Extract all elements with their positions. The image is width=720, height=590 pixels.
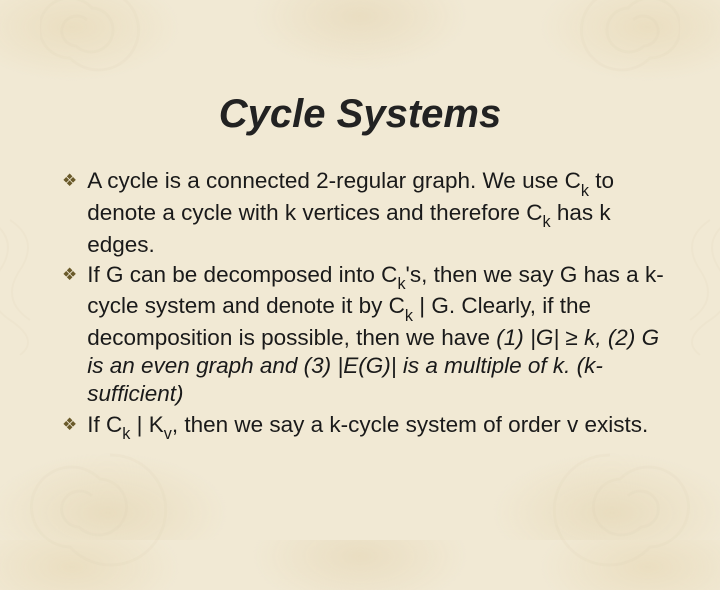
subscript: k	[581, 182, 589, 200]
bullet-item: ❖ If G can be decomposed into Ck's, then …	[62, 261, 680, 409]
text-run: If G can be decomposed into C	[87, 262, 397, 287]
slide-container: Cycle Systems ❖ A cycle is a connected 2-…	[0, 0, 720, 540]
subscript: k	[397, 275, 405, 293]
bullet-text: If G can be decomposed into Ck's, then w…	[87, 261, 680, 409]
subscript: k	[405, 307, 413, 325]
text-run: , then we say a k-cycle system of order …	[172, 412, 648, 437]
subscript: k	[122, 425, 130, 443]
diamond-bullet-icon: ❖	[62, 415, 77, 435]
text-run: | K	[130, 412, 163, 437]
bullet-item: ❖ If Ck | Kv, then we say a k-cycle syste…	[62, 411, 680, 443]
text-run: (1) |G|	[496, 325, 565, 350]
bullet-text: A cycle is a connected 2-regular graph. …	[87, 167, 680, 259]
bullet-item: ❖ A cycle is a connected 2-regular graph.…	[62, 167, 680, 259]
diamond-bullet-icon: ❖	[62, 265, 77, 285]
text-run: A cycle is a connected 2-regular graph. …	[87, 168, 581, 193]
subscript: v	[164, 425, 172, 443]
subscript: k	[542, 213, 550, 231]
slide-content: ❖ A cycle is a connected 2-regular graph.…	[0, 167, 720, 442]
text-run: If C	[87, 412, 122, 437]
text-run: ≥	[565, 325, 577, 350]
diamond-bullet-icon: ❖	[62, 171, 77, 191]
slide-title: Cycle Systems	[0, 0, 720, 167]
bullet-text: If Ck | Kv, then we say a k-cycle system…	[87, 411, 648, 443]
